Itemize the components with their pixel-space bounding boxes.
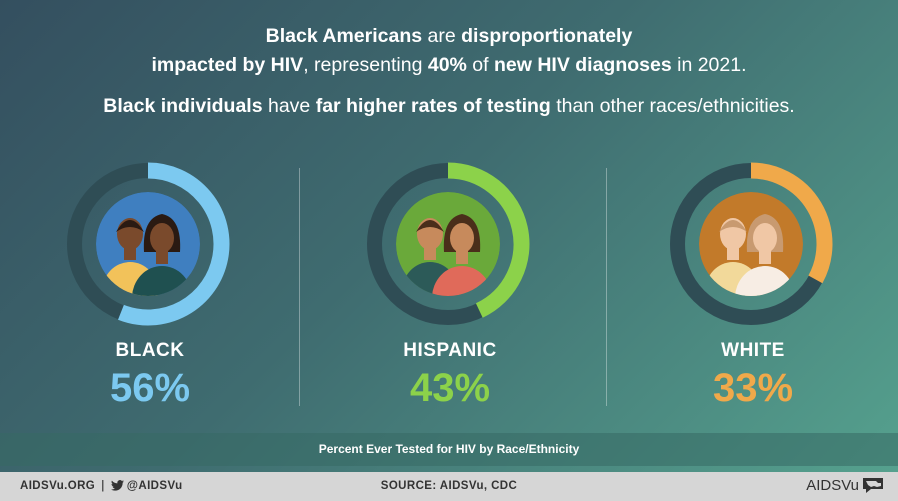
footer-separator: |: [101, 480, 105, 492]
category-label-black: BLACK: [115, 340, 185, 361]
brand: AIDSVu: [806, 477, 884, 497]
data-label-white: 33%: [712, 366, 794, 410]
donut-chart-white: [670, 162, 833, 325]
people-illustration-hispanic: [396, 192, 500, 296]
donut-panel-hispanic: HISPANIC 43%: [300, 160, 600, 420]
people-illustration-black: [96, 192, 200, 296]
category-label-white: WHITE: [721, 340, 785, 361]
brand-name: AIDSVu: [806, 477, 859, 494]
donut-chart-hispanic: [367, 162, 530, 325]
people-illustration-white: [699, 192, 803, 296]
footer: AIDSVu.ORG | @AIDSVu SOURCE: AIDSVu, CDC A…: [0, 472, 898, 501]
divider: [299, 168, 300, 406]
headline-line-1: Black Americans are disproportionately: [265, 25, 633, 47]
donut-panel-white: WHITE 33%: [603, 160, 898, 420]
twitter-link[interactable]: @AIDSVu: [126, 480, 183, 492]
donut-panel-black: BLACK 56%: [0, 160, 300, 420]
headline: Black Americans are disproportionately i…: [0, 22, 898, 121]
footer-left: AIDSVu.ORG | @AIDSVu: [20, 480, 183, 494]
divider: [606, 168, 607, 406]
source-note: SOURCE: AIDSVu, CDC: [380, 480, 518, 492]
donut-slice-black: [118, 162, 230, 326]
category-label-hispanic: HISPANIC: [403, 340, 497, 361]
site-link[interactable]: AIDSVu.ORG: [20, 480, 96, 492]
map-speech-bubble-icon: [862, 477, 884, 497]
chart-caption: Percent Ever Tested for HIV by Race/Ethn…: [0, 433, 898, 466]
data-label-hispanic: 43%: [409, 366, 491, 410]
headline-line-3: Black individuals have far higher rates …: [103, 95, 795, 117]
donut-slice-white: [750, 162, 833, 284]
headline-line-2: impacted by HIV, representing 40% of new…: [151, 54, 747, 76]
donut-chart-black: [67, 162, 230, 326]
donut-slice-hispanic: [447, 162, 530, 318]
bird-icon: [110, 480, 124, 494]
data-label-black: 56%: [109, 366, 191, 410]
